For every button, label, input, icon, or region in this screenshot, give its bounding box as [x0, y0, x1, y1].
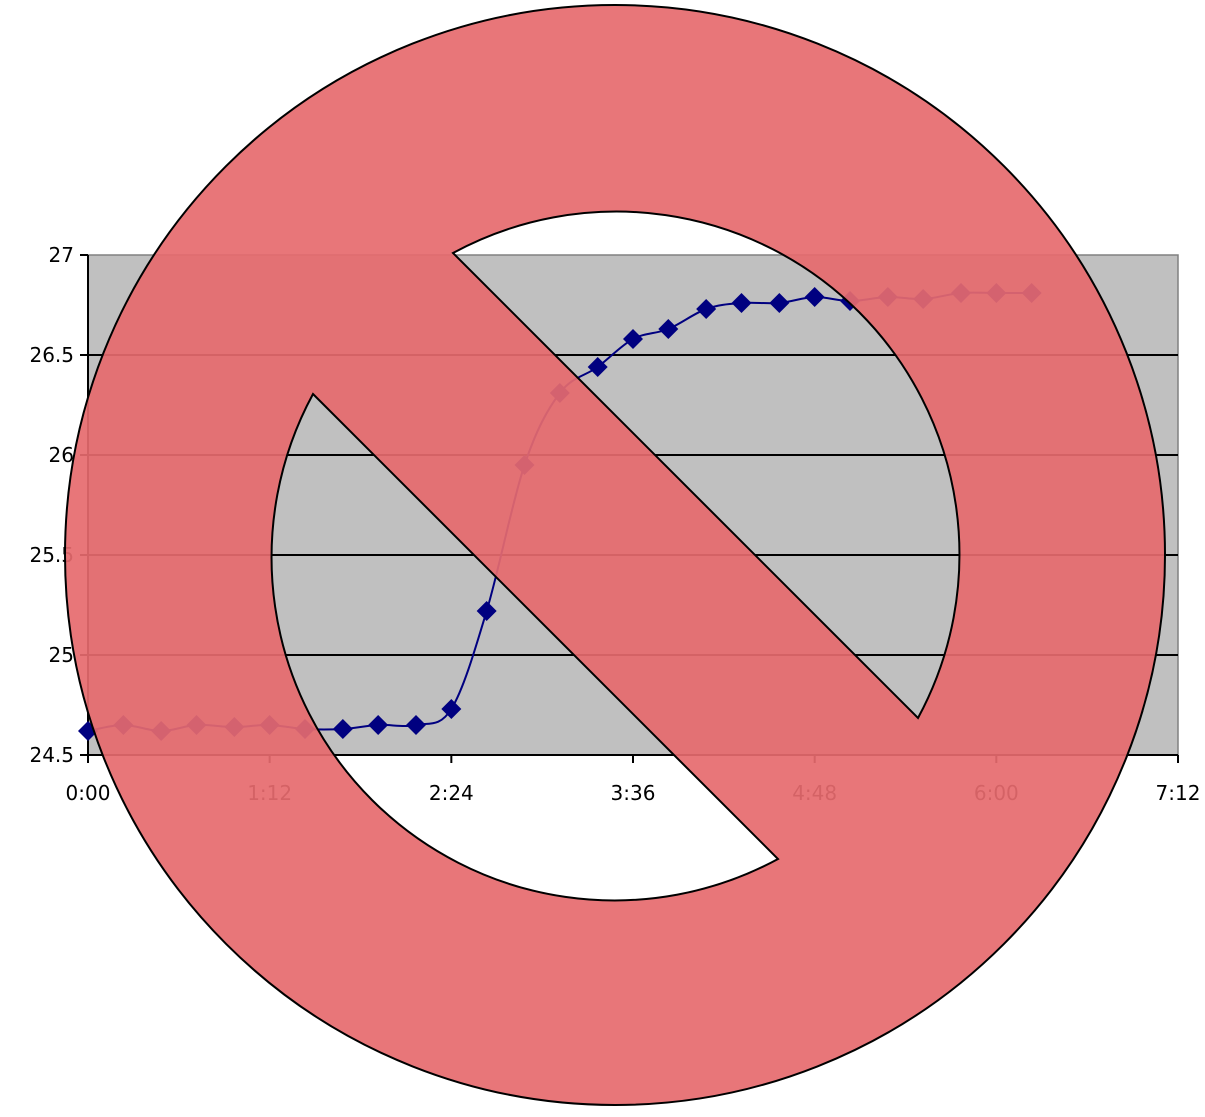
- data-point: [368, 715, 389, 735]
- data-point: [406, 715, 427, 735]
- y-tick-label: 26.5: [29, 343, 74, 367]
- data-point: [332, 719, 353, 739]
- x-tick-label: 7:12: [1156, 781, 1201, 805]
- data-point: [658, 319, 679, 339]
- data-point: [769, 293, 790, 313]
- y-tick-label: 26: [49, 443, 74, 467]
- data-point: [696, 299, 717, 319]
- data-point: [804, 287, 825, 307]
- data-point: [441, 699, 462, 719]
- x-tick-label: 3:36: [611, 781, 656, 805]
- y-tick-label: 27: [49, 243, 74, 267]
- data-point: [587, 357, 608, 377]
- data-point: [731, 293, 752, 313]
- x-tick-label: 0:00: [66, 781, 111, 805]
- data-point: [623, 329, 643, 349]
- prohibition-ring: [63, 4, 1167, 1106]
- data-point: [476, 601, 497, 621]
- y-tick-label: 24.5: [29, 743, 74, 767]
- y-tick-label: 25: [49, 643, 74, 667]
- prohibition-sign-icon: [63, 4, 1167, 1106]
- x-tick-label: 2:24: [429, 781, 474, 805]
